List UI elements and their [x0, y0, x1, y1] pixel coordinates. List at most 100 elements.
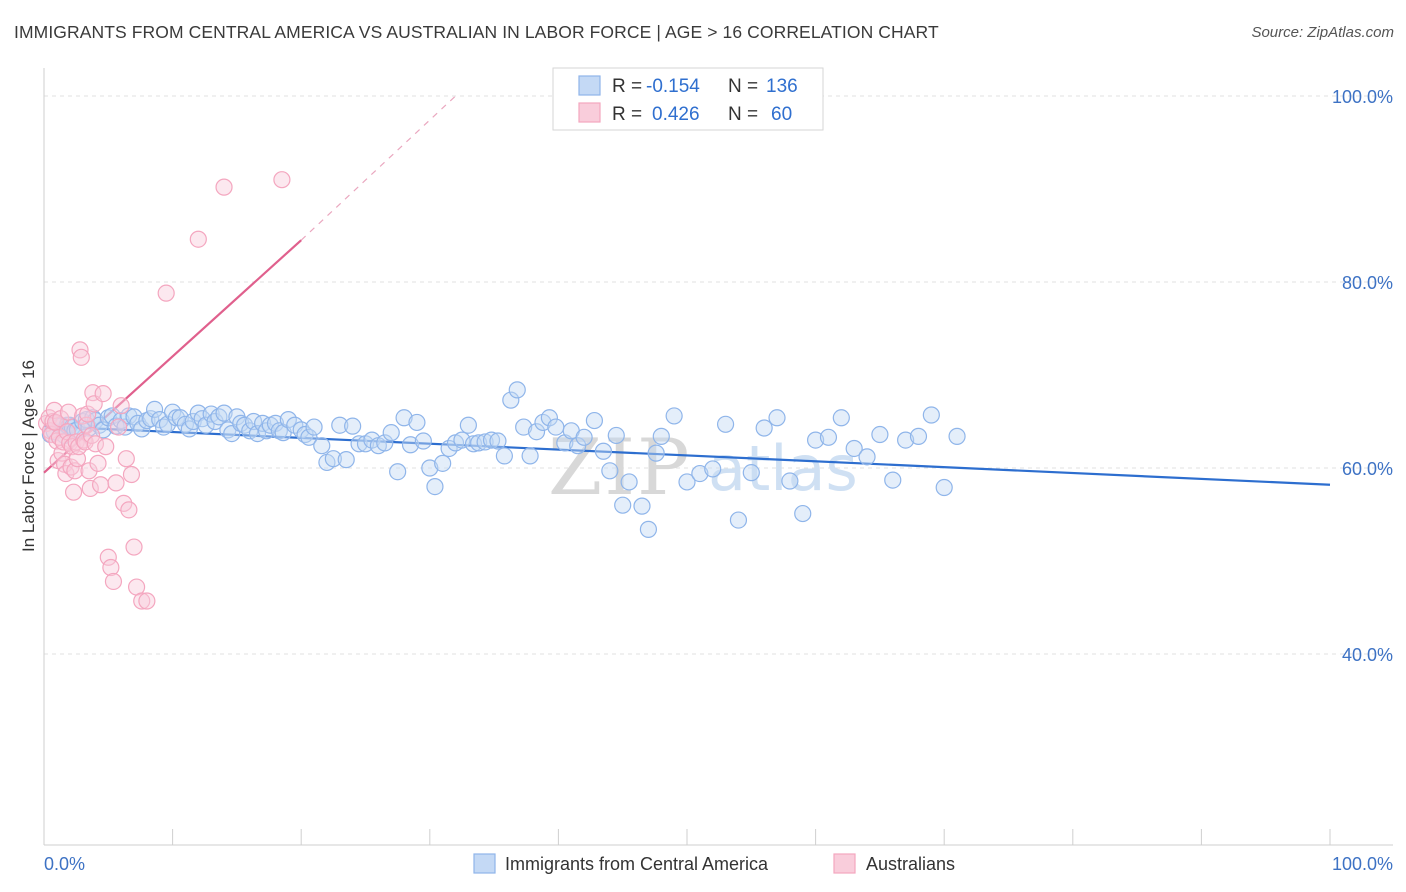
data-point-australians	[122, 465, 141, 484]
legend-n-label-blue: N =	[728, 76, 758, 97]
data-point-central-america	[337, 451, 355, 469]
trend-line-central-america	[43, 425, 1331, 486]
data-point-central-america	[909, 427, 928, 445]
data-point-australians	[99, 548, 117, 566]
data-point-central-america	[459, 416, 477, 434]
trend-line-australians-extension	[300, 95, 456, 241]
data-point-australians	[189, 230, 207, 248]
data-point-central-america	[527, 423, 546, 441]
data-point-central-america	[794, 504, 812, 523]
x-tick-label-max: 100.0%	[1332, 854, 1393, 874]
data-point-central-america	[639, 520, 658, 538]
data-point-central-america	[395, 409, 413, 427]
data-point-central-america	[768, 409, 786, 427]
data-point-australians	[64, 483, 83, 501]
data-point-central-america	[305, 418, 323, 436]
legend-r-label-blue: R =	[612, 76, 642, 97]
legend-n-value-blue: 136	[766, 76, 798, 97]
source-label: Source: ZipAtlas.com	[1251, 24, 1394, 41]
data-point-central-america	[489, 432, 507, 450]
data-point-central-america	[594, 442, 613, 460]
data-point-central-america	[142, 410, 160, 428]
data-point-central-america	[215, 404, 233, 422]
data-point-central-america	[729, 511, 748, 529]
data-point-australians	[112, 397, 130, 415]
data-point-australians	[107, 474, 125, 492]
data-point-central-america	[401, 436, 420, 454]
data-point-central-america	[620, 473, 638, 491]
data-point-central-america	[434, 454, 452, 472]
data-point-central-america	[832, 409, 850, 427]
y-axis-title: In Labor Force | Age > 16	[19, 360, 38, 552]
y-tick-label: 100.0%	[1332, 87, 1393, 107]
data-point-central-america	[845, 439, 863, 458]
data-point-australians	[104, 572, 123, 591]
data-point-central-america	[521, 447, 539, 465]
data-point-central-america	[382, 424, 400, 442]
data-point-central-america	[665, 407, 683, 425]
data-point-central-america	[408, 413, 426, 432]
data-point-central-america	[607, 426, 625, 445]
data-point-central-america	[871, 425, 889, 444]
data-point-central-america	[145, 400, 164, 419]
data-point-australians	[59, 403, 78, 421]
data-point-australians	[273, 171, 291, 189]
data-point-central-america	[742, 464, 760, 482]
gridlines	[44, 95, 1393, 655]
data-point-central-america	[935, 478, 953, 497]
data-point-central-america	[704, 460, 722, 478]
bottom-legend-label-blue: Immigrants from Central America	[505, 854, 769, 874]
x-tick-label-min: 0.0%	[44, 854, 85, 874]
data-point-central-america	[897, 431, 915, 449]
data-point-central-america	[547, 418, 565, 436]
y-tick-label: 80.0%	[1342, 273, 1393, 293]
chart-title: IMMIGRANTS FROM CENTRAL AMERICA VS AUSTR…	[14, 22, 939, 42]
data-point-australians	[79, 405, 97, 423]
data-point-central-america	[948, 427, 966, 445]
legend-swatch-pink	[578, 102, 601, 123]
data-point-central-america	[426, 478, 444, 496]
data-point-central-america	[540, 409, 558, 427]
bottom-legend-swatch-pink	[833, 853, 856, 874]
legend-n-value-pink: 60	[771, 104, 792, 125]
data-point-central-america	[414, 432, 432, 450]
data-point-central-america	[691, 464, 709, 483]
data-point-australians	[86, 435, 105, 453]
data-point-central-america	[585, 411, 604, 430]
data-point-central-america	[755, 419, 773, 437]
legend-n-label-pink: N =	[728, 104, 758, 125]
data-point-central-america	[508, 381, 526, 399]
data-point-central-america	[601, 462, 619, 480]
data-point-central-america	[515, 418, 533, 436]
data-point-australians	[133, 592, 151, 610]
data-point-central-america	[300, 428, 318, 446]
axes	[43, 68, 1393, 846]
data-point-central-america	[421, 459, 439, 477]
data-point-central-america	[197, 416, 215, 434]
data-point-central-america	[331, 416, 349, 434]
data-point-central-america	[324, 450, 342, 468]
data-point-central-america	[652, 427, 670, 445]
data-point-australians	[138, 592, 156, 610]
data-point-central-america	[781, 472, 799, 490]
data-point-central-america	[633, 497, 651, 515]
data-point-central-america	[482, 431, 501, 449]
y-tick-labels: 40.0% 60.0% 80.0% 100.0%	[1332, 87, 1393, 665]
data-point-central-america	[476, 433, 494, 451]
legend-swatch-blue	[578, 75, 601, 96]
y-tick-label: 40.0%	[1342, 645, 1393, 665]
data-point-australians	[89, 454, 107, 472]
data-point-australians	[81, 479, 99, 498]
bottom-legend-swatch-blue	[473, 853, 496, 874]
data-point-central-america	[495, 447, 513, 465]
data-point-australians	[94, 385, 112, 403]
data-point-central-america	[922, 406, 940, 424]
data-point-central-america	[167, 409, 186, 427]
data-point-australians	[82, 426, 101, 445]
watermark-atlas: atlas	[708, 432, 858, 505]
data-point-central-america	[858, 448, 876, 466]
data-point-central-america	[470, 434, 488, 452]
legend-r-value-pink: 0.426	[652, 104, 700, 125]
data-point-central-america	[313, 437, 331, 455]
